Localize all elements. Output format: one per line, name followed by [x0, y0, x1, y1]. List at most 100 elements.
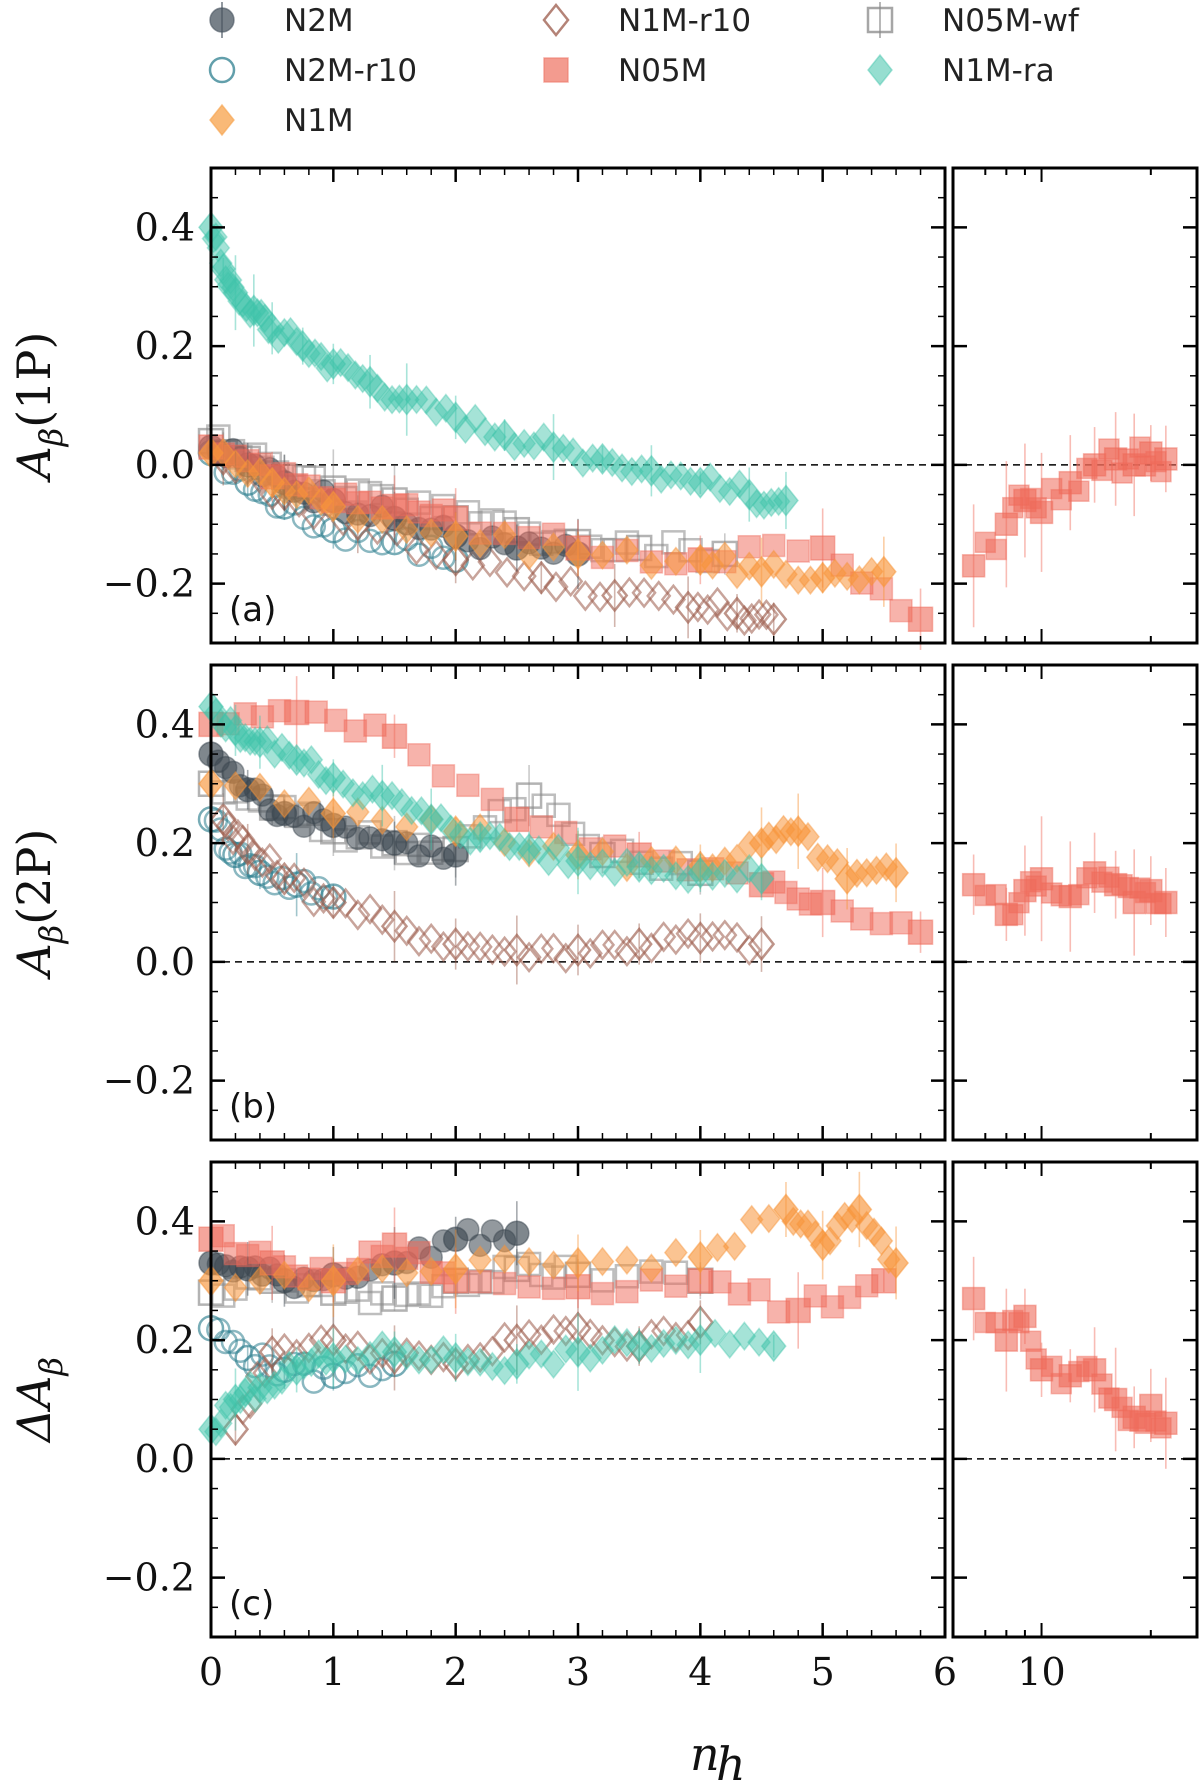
data-point: [675, 917, 701, 950]
series-N05M: [198, 1207, 897, 1349]
y-axis-label-sub: β: [32, 1357, 70, 1377]
data-point: [512, 428, 537, 459]
right-panel-series: [961, 1256, 1178, 1469]
data-point: [380, 780, 405, 811]
data-point: [296, 1272, 321, 1303]
data-point: [553, 1315, 579, 1347]
data-point: [517, 1246, 542, 1277]
data-point: [619, 456, 644, 487]
data-point: [492, 827, 517, 858]
data-point: [732, 1321, 757, 1352]
y-tick-label: −0.2: [103, 1556, 195, 1600]
data-point: [516, 832, 543, 866]
data-point: [480, 1351, 505, 1382]
data-point: [223, 1272, 248, 1303]
data-point: [345, 797, 370, 827]
data-point: [247, 1265, 272, 1296]
data-point: [258, 1334, 286, 1370]
x-tick-label: 0: [199, 1650, 223, 1694]
data-point: [600, 447, 625, 478]
data-point: [760, 602, 788, 637]
data-point: [985, 538, 1007, 561]
y-tick-label: 0.4: [135, 702, 195, 746]
panels: −0.20.00.20.4(a)Aβ(1P)−0.20.00.20.4(b)Aβ…: [7, 166, 1199, 1694]
data-point: [222, 276, 249, 309]
data-point: [381, 1335, 408, 1369]
data-point: [663, 860, 688, 891]
data-point: [264, 859, 290, 891]
data-point: [320, 490, 347, 523]
data-point: [456, 1217, 480, 1242]
data-point: [456, 773, 480, 798]
data-point: [438, 814, 463, 845]
data-point: [430, 930, 457, 963]
data-point: [531, 793, 556, 818]
data-point: [223, 770, 248, 801]
data-point: [830, 899, 854, 923]
data-point: [553, 942, 579, 974]
legend-marker: [209, 103, 235, 137]
data-point: [703, 1318, 727, 1349]
data-point: [463, 403, 488, 434]
data-point: [558, 565, 584, 598]
legend-label: N1M-r10: [618, 3, 751, 39]
data-point: [320, 1341, 347, 1375]
legend-item: N1M-r10: [542, 2, 751, 39]
data-point: [213, 1329, 238, 1355]
data-point: [423, 538, 449, 571]
data-point: [262, 739, 287, 770]
data-point: [541, 831, 566, 862]
data-point: [320, 761, 347, 795]
data-point: [332, 887, 359, 920]
x-axis-label-sub: h: [716, 1737, 746, 1788]
data-point: [328, 347, 353, 378]
data-point: [639, 1333, 664, 1364]
data-point: [639, 550, 664, 581]
data-point: [502, 431, 527, 462]
data-point: [590, 836, 615, 867]
data-point: [590, 848, 615, 879]
data-point: [336, 352, 360, 383]
data-point: [602, 929, 628, 961]
x-tick-label: 3: [566, 1650, 590, 1694]
legend-item: N1M: [209, 103, 354, 139]
data-point: [746, 598, 772, 631]
data-point: [220, 1329, 246, 1355]
data-point: [333, 1344, 358, 1375]
data-point: [357, 1363, 383, 1389]
data-point: [271, 1332, 298, 1365]
data-point: [850, 907, 874, 931]
data-point: [687, 856, 714, 890]
panel-label: (a): [229, 590, 276, 630]
panel-a: −0.2 0.0 0.2 0.4 (a) Aβ(1P): [7, 166, 1199, 650]
data-point: [270, 861, 299, 896]
data-point: [468, 1347, 493, 1378]
data-point: [259, 312, 286, 345]
y-tick-label: 0.4: [135, 1199, 195, 1243]
data-point: [570, 448, 595, 478]
data-point: [324, 708, 348, 733]
data-point: [331, 769, 356, 800]
data-point: [590, 1281, 615, 1306]
data-point: [565, 537, 591, 571]
data-point: [722, 1231, 747, 1262]
data-point: [714, 600, 740, 632]
data-point: [540, 932, 567, 964]
data-point: [304, 700, 328, 724]
data-point: [492, 519, 517, 550]
data-point: [739, 1204, 764, 1235]
y-tick-label: 0.0: [135, 940, 195, 984]
data-point: [345, 899, 371, 931]
data-point: [442, 542, 470, 577]
data-point: [381, 723, 408, 749]
legend-item: N2M-r10: [208, 53, 417, 89]
data-point: [222, 1383, 249, 1416]
data-point: [717, 1329, 742, 1360]
data-point: [431, 764, 456, 788]
data-point: [424, 397, 449, 427]
data-point: [296, 1332, 322, 1364]
data-point: [266, 324, 291, 355]
data-point: [529, 1339, 554, 1369]
data-point: [283, 1353, 310, 1387]
data-point: [255, 1374, 280, 1405]
